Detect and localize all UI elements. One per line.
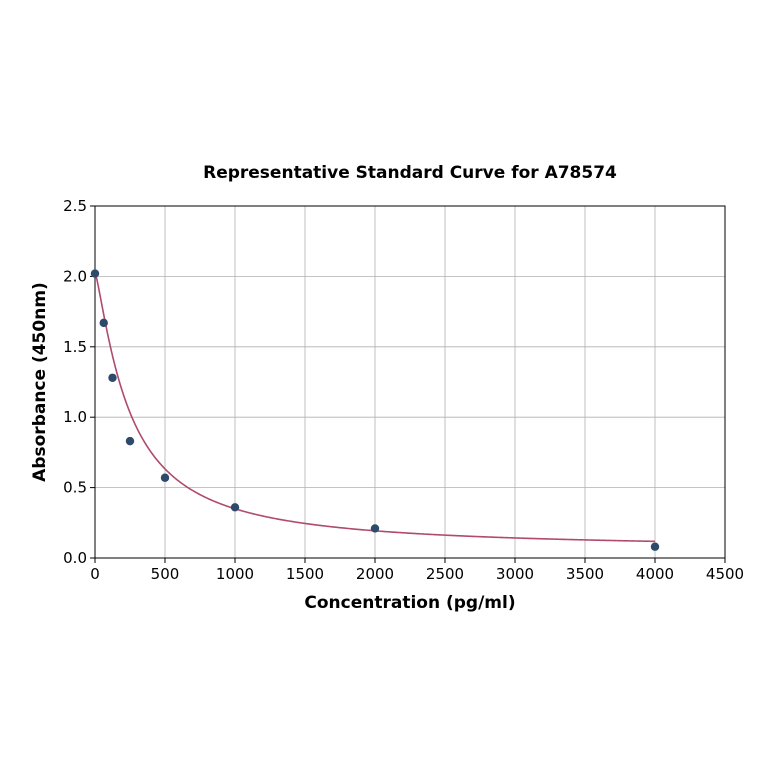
data-point — [650, 542, 660, 551]
x-tick-label: 3500 — [566, 565, 604, 583]
data-points — [90, 269, 660, 551]
data-point — [370, 524, 380, 533]
x-tick-label: 1500 — [286, 565, 324, 583]
data-point — [90, 269, 100, 278]
chart-title: Representative Standard Curve for A78574 — [203, 163, 617, 183]
y-tick-label: 0.5 — [63, 479, 87, 497]
y-tick-label: 2.5 — [63, 197, 87, 215]
x-tick-label: 3000 — [496, 565, 534, 583]
x-axis-label: Concentration (pg/ml) — [304, 593, 515, 613]
y-tick-label: 1.5 — [63, 338, 87, 356]
x-tick-label: 4000 — [636, 565, 674, 583]
y-tick-label: 2.0 — [63, 267, 87, 285]
x-tick-label: 2500 — [426, 565, 464, 583]
data-point — [108, 373, 117, 382]
y-tick-label: 0.0 — [63, 549, 87, 567]
x-tick-label: 2000 — [356, 565, 394, 583]
x-tick-label: 1000 — [216, 565, 254, 583]
y-axis-label: Absorbance (450nm) — [30, 282, 50, 482]
data-point — [99, 318, 108, 328]
x-tick-label: 0 — [90, 565, 100, 583]
data-point — [230, 503, 240, 512]
axis-ticks: 0 500 1000 1500 2000 2500 3000 3500 4000 4500 0.0 0… — [63, 197, 744, 583]
x-tick-label: 4500 — [706, 565, 744, 583]
plot-frame — [94, 205, 726, 559]
data-point — [160, 473, 170, 482]
data-point — [125, 436, 135, 446]
grid-lines — [94, 205, 726, 559]
y-tick-label: 1.0 — [63, 408, 87, 426]
x-tick-label: 500 — [151, 565, 180, 583]
